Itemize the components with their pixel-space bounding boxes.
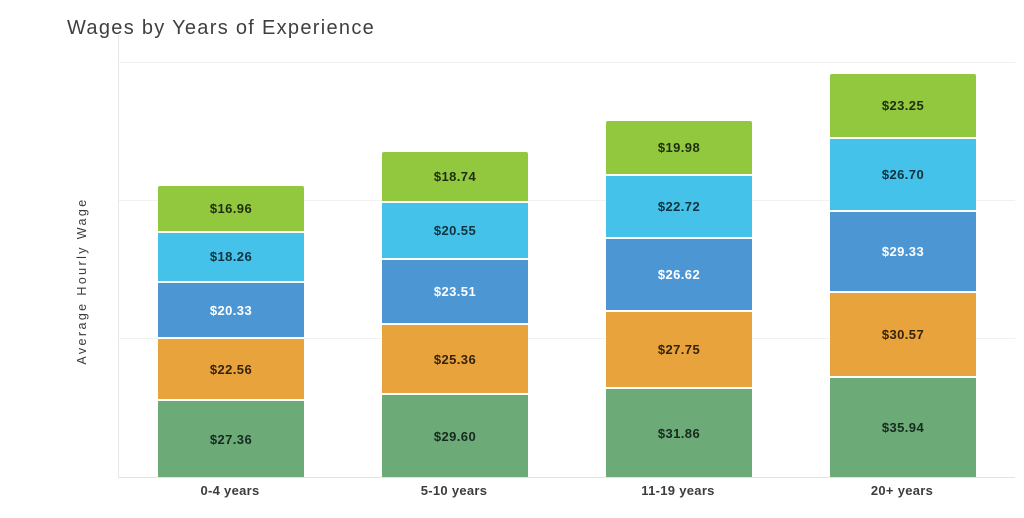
- lime-top-segment: $23.25: [830, 74, 976, 139]
- x-axis-labels: 0-4 years 5-10 years 11-19 years 20+ years: [118, 483, 1014, 498]
- green-bottom-segment: $29.60: [382, 395, 528, 477]
- cyan-segment: $20.55: [382, 203, 528, 261]
- cyan-segment: $18.26: [158, 232, 304, 283]
- orange-segment: $27.75: [606, 312, 752, 389]
- green-bottom-segment: $31.86: [606, 389, 752, 477]
- orange-segment: $30.57: [830, 293, 976, 378]
- segment-value-label: $25.36: [433, 351, 477, 367]
- segment-value-label: $18.74: [433, 169, 477, 185]
- cyan-segment: $22.72: [606, 176, 752, 239]
- blue-segment: $29.33: [830, 212, 976, 294]
- segment-value-label: $29.60: [433, 428, 477, 444]
- segment-value-label: $27.75: [657, 342, 701, 358]
- gridline: [119, 337, 1015, 339]
- orange-segment: $22.56: [158, 339, 304, 402]
- bar-stack: $18.74 $20.55 $23.51 $25.36 $29.60: [382, 151, 528, 477]
- lime-top-segment: $18.74: [382, 151, 528, 204]
- bar-stack: $16.96 $18.26 $20.33 $22.56 $27.36: [158, 185, 304, 477]
- segment-value-label: $27.36: [209, 431, 253, 447]
- segment-value-label: $26.70: [881, 166, 925, 182]
- x-axis-category-label: 11-19 years: [641, 483, 715, 498]
- cyan-segment: $26.70: [830, 138, 976, 213]
- segment-value-label: $29.33: [881, 244, 925, 260]
- bar-stack: $19.98 $22.72 $26.62 $27.75 $31.86: [606, 120, 752, 477]
- segment-value-label: $26.62: [657, 267, 701, 283]
- segment-value-label: $22.56: [209, 361, 253, 377]
- segment-value-label: $31.86: [657, 425, 701, 441]
- y-axis-label: Average Hourly Wage: [75, 197, 89, 365]
- blue-segment: $26.62: [606, 238, 752, 313]
- bar-column: $23.25 $26.70 $29.33 $30.57 $35.94: [791, 35, 1015, 477]
- segment-value-label: $18.26: [209, 249, 253, 265]
- segment-value-label: $23.25: [881, 97, 925, 113]
- chart-title: Wages by Years of Experience: [67, 17, 376, 39]
- lime-top-segment: $16.96: [158, 185, 304, 233]
- bar-stack: $23.25 $26.70 $29.33 $30.57 $35.94: [830, 74, 976, 477]
- segment-value-label: $22.72: [657, 198, 701, 214]
- segment-value-label: $16.96: [209, 200, 253, 216]
- gridline: [119, 61, 1015, 63]
- bar-column: $19.98 $22.72 $26.62 $27.75 $31.86: [567, 35, 791, 477]
- green-bottom-segment: $35.94: [830, 377, 976, 477]
- bar-column: $16.96 $18.26 $20.33 $22.56 $27.36: [119, 35, 343, 477]
- blue-segment: $20.33: [158, 282, 304, 340]
- segment-value-label: $20.55: [433, 223, 477, 239]
- bar-column: $18.74 $20.55 $23.51 $25.36 $29.60: [343, 35, 567, 477]
- bars-layer: $16.96 $18.26 $20.33 $22.56 $27.36 $18.74 $20.…: [119, 35, 1015, 477]
- blue-segment: $23.51: [382, 260, 528, 326]
- segment-value-label: $20.33: [209, 302, 253, 318]
- segment-value-label: $23.51: [433, 284, 477, 300]
- x-axis-category-label: 20+ years: [870, 483, 934, 498]
- gridline: [119, 199, 1015, 201]
- x-axis-category-label: 5-10 years: [420, 483, 488, 498]
- segment-value-label: $30.57: [881, 327, 925, 342]
- segment-value-label: $19.98: [657, 139, 701, 155]
- lime-top-segment: $19.98: [606, 120, 752, 177]
- orange-segment: $25.36: [382, 325, 528, 396]
- segment-value-label: $35.94: [881, 419, 925, 435]
- green-bottom-segment: $27.36: [158, 401, 304, 477]
- plot-area: $16.96 $18.26 $20.33 $22.56 $27.36 $18.74 $20.…: [118, 35, 1015, 478]
- x-axis-category-label: 0-4 years: [200, 483, 260, 498]
